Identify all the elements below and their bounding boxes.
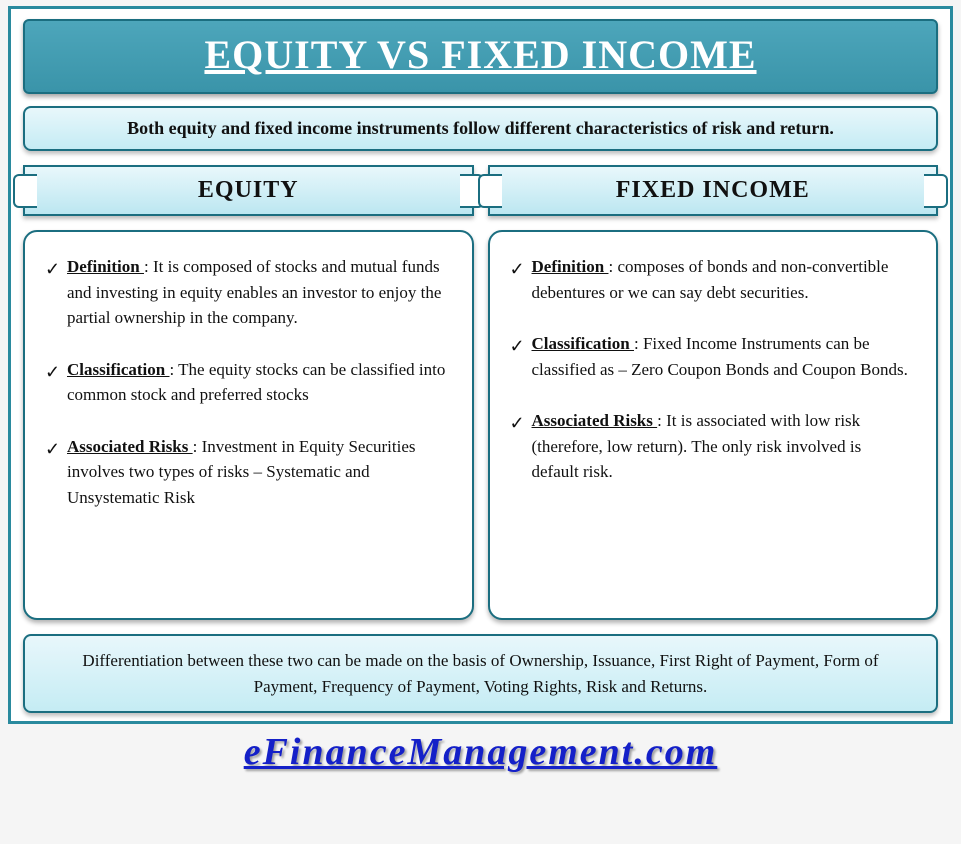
list-item: ✓ Associated Risks : It is associated wi… — [510, 408, 913, 485]
intro-box: Both equity and fixed income instruments… — [23, 106, 938, 151]
infographic-frame: EQUITY VS FIXED INCOME Both equity and f… — [8, 6, 953, 724]
fixed-income-body: ✓ Definition : composes of bonds and non… — [488, 230, 939, 620]
list-item: ✓ Definition : composes of bonds and non… — [510, 254, 913, 305]
item-text: Associated Risks : It is associated with… — [532, 408, 913, 485]
item-label: Associated Risks — [67, 437, 193, 456]
equity-body: ✓ Definition : It is composed of stocks … — [23, 230, 474, 620]
item-text: Classification : Fixed Income Instrument… — [532, 331, 913, 382]
footer-box: Differentiation between these two can be… — [23, 634, 938, 713]
check-icon: ✓ — [45, 359, 67, 386]
list-item: ✓ Associated Risks : Investment in Equit… — [45, 434, 448, 511]
list-item: ✓ Classification : The equity stocks can… — [45, 357, 448, 408]
check-icon: ✓ — [510, 256, 532, 283]
item-label: Classification — [67, 360, 169, 379]
item-text: Definition : composes of bonds and non-c… — [532, 254, 913, 305]
page-title: EQUITY VS FIXED INCOME — [25, 31, 936, 78]
item-label: Associated Risks — [532, 411, 658, 430]
item-label: Classification — [532, 334, 634, 353]
item-label: Definition — [67, 257, 144, 276]
item-text: Classification : The equity stocks can b… — [67, 357, 448, 408]
fixed-income-header: FIXED INCOME — [488, 165, 939, 216]
comparison-columns: EQUITY ✓ Definition : It is composed of … — [23, 165, 938, 620]
item-text: Definition : It is composed of stocks an… — [67, 254, 448, 331]
list-item: ✓ Classification : Fixed Income Instrume… — [510, 331, 913, 382]
list-item: ✓ Definition : It is composed of stocks … — [45, 254, 448, 331]
item-label: Definition — [532, 257, 609, 276]
check-icon: ✓ — [510, 333, 532, 360]
brand-link[interactable]: eFinanceManagement.com — [0, 730, 961, 774]
fixed-income-column: FIXED INCOME ✓ Definition : composes of … — [488, 165, 939, 620]
check-icon: ✓ — [45, 256, 67, 283]
equity-column: EQUITY ✓ Definition : It is composed of … — [23, 165, 474, 620]
title-bar: EQUITY VS FIXED INCOME — [23, 19, 938, 94]
check-icon: ✓ — [510, 410, 532, 437]
item-text: Associated Risks : Investment in Equity … — [67, 434, 448, 511]
check-icon: ✓ — [45, 436, 67, 463]
equity-header: EQUITY — [23, 165, 474, 216]
